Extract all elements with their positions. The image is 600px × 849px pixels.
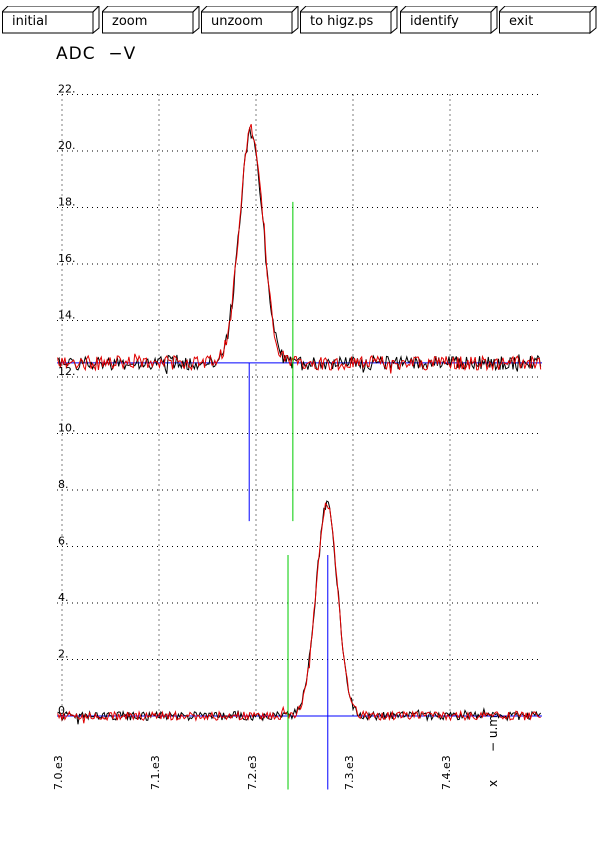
x-tick-label: 7.1.e3 bbox=[149, 755, 162, 790]
x-tick-label: 7.4.e3 bbox=[440, 755, 453, 790]
button-frame bbox=[2, 6, 100, 35]
unzoom-button-label: unzoom bbox=[211, 14, 263, 29]
button-frame bbox=[499, 6, 597, 35]
zoom-button-label: zoom bbox=[112, 14, 148, 29]
adc-chart[interactable]: 0. 2. 4. 6. 8. 10. 12. 14. 16. 18. 20. 22. 7.0.e3 7.1… bbox=[0, 36, 600, 849]
fit-trace bbox=[57, 501, 541, 724]
chart-title: ADC −V bbox=[56, 44, 137, 64]
toolbar: initial zoom unzoom to higz.ps ident bbox=[0, 0, 600, 36]
y-tick-label: 4. bbox=[58, 591, 69, 604]
identify-button-label: identify bbox=[410, 14, 459, 29]
x-tick-label: 7.3.e3 bbox=[343, 755, 356, 790]
identify-button[interactable]: identify bbox=[400, 6, 498, 36]
y-tick-label: 22. bbox=[58, 83, 76, 96]
x-axis-units: − u.m bbox=[486, 715, 500, 752]
to-higz-ps-button-label: to higz.ps bbox=[310, 14, 374, 29]
measured-trace bbox=[57, 500, 542, 725]
button-frame bbox=[300, 6, 398, 35]
button-frame bbox=[102, 6, 200, 35]
initial-button-label: initial bbox=[12, 14, 48, 29]
zoom-button[interactable]: zoom bbox=[102, 6, 200, 36]
button-frame bbox=[400, 6, 498, 35]
y-tick-label: 16. bbox=[58, 252, 76, 265]
fit-trace bbox=[57, 124, 542, 374]
initial-button[interactable]: initial bbox=[2, 6, 100, 36]
x-tick-label: 7.2.e3 bbox=[246, 755, 259, 790]
x-tick-label: 7.0.e3 bbox=[52, 755, 65, 790]
y-tick-label: 20. bbox=[58, 139, 76, 152]
y-tick-label: 10. bbox=[58, 422, 76, 435]
x-axis-label: x bbox=[486, 780, 500, 787]
exit-button[interactable]: exit bbox=[499, 6, 597, 36]
measured-trace bbox=[57, 127, 542, 374]
y-tick-label: 6. bbox=[58, 535, 69, 548]
to-higz-ps-button[interactable]: to higz.ps bbox=[300, 6, 398, 36]
unzoom-button[interactable]: unzoom bbox=[201, 6, 299, 36]
y-tick-label: 12. bbox=[58, 365, 76, 378]
y-tick-label: 8. bbox=[58, 478, 69, 491]
y-tick-label: 14. bbox=[58, 309, 76, 322]
y-tick-label: 2. bbox=[58, 648, 69, 661]
y-tick-label: 0. bbox=[58, 704, 69, 717]
button-frame bbox=[201, 6, 299, 35]
exit-button-label: exit bbox=[509, 14, 534, 29]
y-tick-label: 18. bbox=[58, 196, 76, 209]
